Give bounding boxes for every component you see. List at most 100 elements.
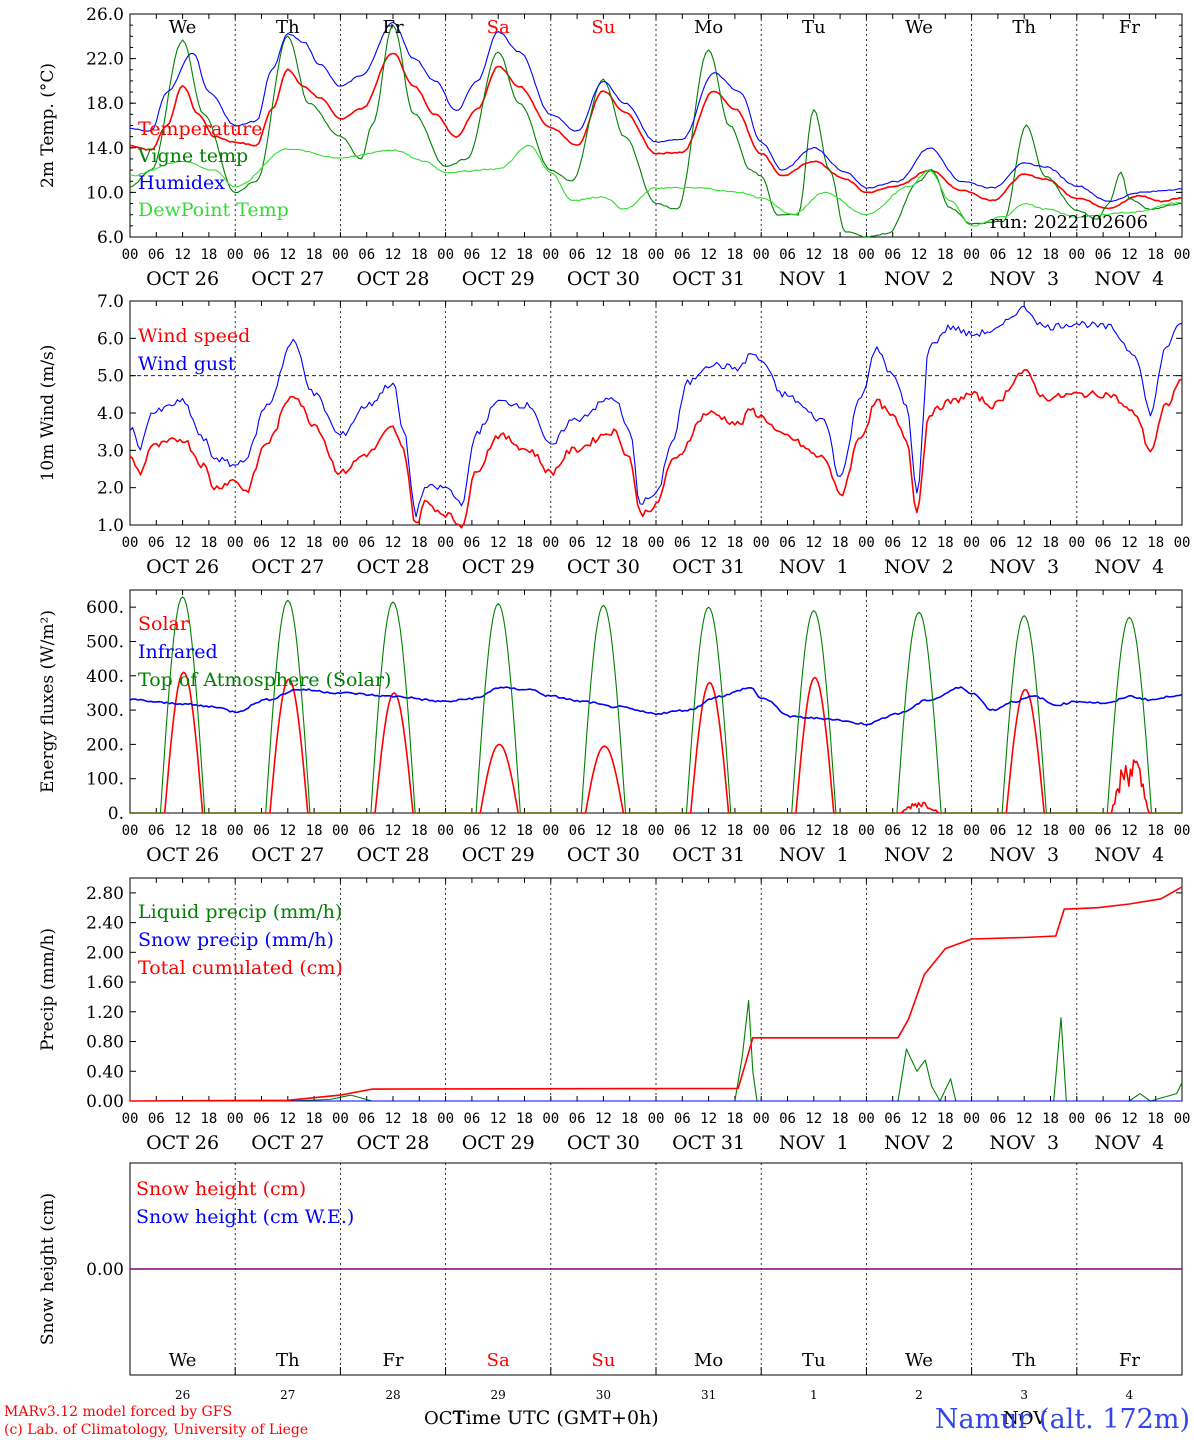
hour-label: 12 <box>911 823 928 839</box>
hour-label: 00 <box>542 823 559 839</box>
date-label: OCT 28 <box>356 1132 429 1154</box>
date-label: OCT 26 <box>146 268 219 290</box>
legend-entry: Liquid precip (mm/h) <box>138 901 342 923</box>
date-label: NOV 2 <box>884 844 954 866</box>
hour-label: 00 <box>648 1111 665 1127</box>
hour-label: 00 <box>963 247 980 263</box>
date-label: NOV 1 <box>779 844 849 866</box>
hour-label: 18 <box>726 823 743 839</box>
weekday-label: Th <box>1012 17 1036 38</box>
hour-label: 18 <box>1042 1111 1059 1127</box>
hour-label: 18 <box>306 247 323 263</box>
hour-label: 00 <box>963 1111 980 1127</box>
date-label: OCT 31 <box>672 268 745 290</box>
weekday-label: Fr <box>1119 17 1140 38</box>
day-number: 2 <box>915 1388 923 1402</box>
panel-2: 1.0 2.0 3.0 4.0 5.0 6.0 7.0 10m Wind (m/s) Wind … <box>38 292 1190 578</box>
hour-label: 12 <box>911 247 928 263</box>
weekday-label: Fr <box>1119 1350 1140 1371</box>
hour-label: 18 <box>411 535 428 551</box>
hour-label: 12 <box>174 535 191 551</box>
hour-label: 06 <box>989 1111 1006 1127</box>
hour-label: 06 <box>253 247 270 263</box>
date-label: OCT 28 <box>356 844 429 866</box>
hour-label: 12 <box>174 247 191 263</box>
hour-label: 12 <box>595 535 612 551</box>
series-line <box>130 1000 1183 1102</box>
hour-label: 00 <box>753 1111 770 1127</box>
hour-label: 06 <box>1095 247 1112 263</box>
hour-label: 06 <box>674 823 691 839</box>
panel-3: 0. 100. 200. 300. 400. 500. 600. Energy fluxes … <box>38 589 1191 866</box>
date-label: OCT 31 <box>672 1132 745 1154</box>
y-tick-label: 300. <box>86 701 124 721</box>
day-number: 26 <box>175 1388 190 1402</box>
hour-label: 12 <box>1121 1111 1138 1127</box>
hour-label: 06 <box>779 1111 796 1127</box>
legend-entry: Total cumulated (cm) <box>138 957 343 979</box>
hour-label: 06 <box>779 535 796 551</box>
hour-label: 12 <box>174 1111 191 1127</box>
hour-label: 18 <box>832 535 849 551</box>
panel-1: 6.0 10.0 14.0 18.0 22.0 26.0 2m Temp. (°C) Temp… <box>38 5 1190 290</box>
hour-label: 00 <box>437 823 454 839</box>
hour-label: 12 <box>1016 823 1033 839</box>
date-label: NOV 3 <box>989 556 1059 578</box>
y-tick-label: 5.0 <box>97 367 124 387</box>
date-label: NOV 4 <box>1095 268 1165 290</box>
day-number: 1 <box>810 1388 818 1402</box>
hour-label: 12 <box>385 823 402 839</box>
hour-label: 00 <box>227 247 244 263</box>
hour-label: 18 <box>516 535 533 551</box>
hour-label: 00 <box>1174 823 1191 839</box>
hour-label: 18 <box>621 823 638 839</box>
hour-label: 00 <box>1068 823 1085 839</box>
hour-label: 12 <box>385 1111 402 1127</box>
hour-label: 06 <box>253 823 270 839</box>
hour-label: 12 <box>911 1111 928 1127</box>
day-number: 29 <box>491 1388 506 1402</box>
weekday-label: Mo <box>694 1350 723 1371</box>
hour-label: 06 <box>358 247 375 263</box>
hour-label: 18 <box>1147 247 1164 263</box>
hour-label: 18 <box>937 247 954 263</box>
date-label: OCT 31 <box>672 556 745 578</box>
hour-label: 06 <box>463 823 480 839</box>
hour-label: 06 <box>148 823 165 839</box>
date-label: NOV 4 <box>1095 844 1165 866</box>
y-axis-label: Precip (mm/h) <box>38 928 58 1051</box>
hour-label: 12 <box>1016 535 1033 551</box>
date-label: OCT 26 <box>146 556 219 578</box>
date-label: OCT 28 <box>356 556 429 578</box>
panel-5: 0.00 Snow height (cm) Snow height (cm) Snow… <box>38 1162 1183 1402</box>
weekday-label: We <box>905 1350 933 1371</box>
date-label: NOV 2 <box>884 556 954 578</box>
panel-4: 0.00 0.40 0.80 1.20 1.60 2.00 2.40 2.80 Precip (… <box>38 877 1190 1154</box>
hour-label: 06 <box>674 535 691 551</box>
hour-label: 12 <box>1016 247 1033 263</box>
hour-label: 06 <box>989 535 1006 551</box>
hour-label: 12 <box>911 535 928 551</box>
hour-label: 06 <box>884 535 901 551</box>
date-label: NOV 1 <box>779 1132 849 1154</box>
hour-label: 00 <box>122 1111 139 1127</box>
y-tick-label: 4.0 <box>97 404 124 424</box>
y-tick-label: 0.00 <box>86 1260 124 1280</box>
credit-line-2: (c) Lab. of Climatology, University of L… <box>4 1422 308 1438</box>
hour-label: 00 <box>332 1111 349 1127</box>
hour-label: 12 <box>805 535 822 551</box>
hour-label: 18 <box>516 823 533 839</box>
weekday-label: Su <box>591 17 615 38</box>
hour-label: 06 <box>463 247 480 263</box>
hour-label: 06 <box>884 247 901 263</box>
date-label: NOV 2 <box>884 268 954 290</box>
y-tick-label: 0.40 <box>86 1062 124 1082</box>
hour-label: 18 <box>937 823 954 839</box>
hour-label: 18 <box>1147 535 1164 551</box>
hour-label: 06 <box>989 823 1006 839</box>
hour-label: 00 <box>542 1111 559 1127</box>
y-tick-label: 2.00 <box>86 943 124 963</box>
y-tick-label: 1.20 <box>86 1003 124 1023</box>
hour-label: 06 <box>569 1111 586 1127</box>
date-label: NOV 1 <box>779 556 849 578</box>
